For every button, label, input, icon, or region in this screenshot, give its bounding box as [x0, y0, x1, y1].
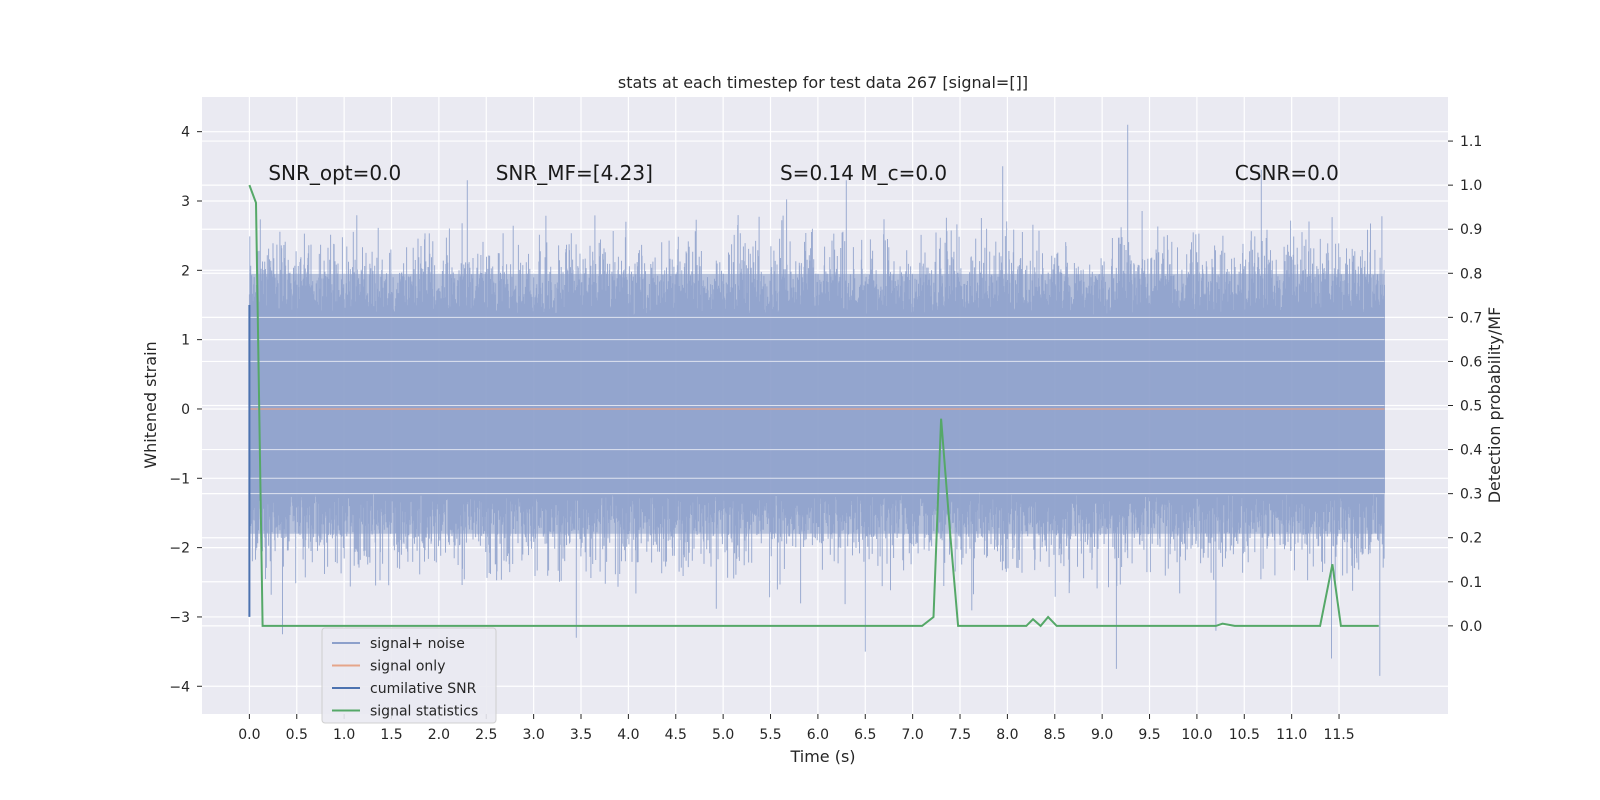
x-tick-label: 1.0 [333, 727, 355, 743]
y-left-tick-label: 2 [181, 263, 190, 279]
annotation-csnr: CSNR=0.0 [1235, 161, 1339, 185]
x-tick-label: 9.0 [1091, 727, 1113, 743]
legend: signal+ noise signal only cumilative SNR si… [321, 627, 497, 724]
x-tick-label: 6.0 [807, 727, 829, 743]
annotation-snr-opt: SNR_opt=0.0 [268, 161, 401, 185]
x-axis-label: Time (s) [789, 747, 855, 766]
chart-title: stats at each timestep for test data 267… [618, 73, 1028, 92]
y-left-tick-label: −1 [169, 471, 190, 487]
x-tick-label: 11.0 [1276, 727, 1307, 743]
x-tick-label: 5.5 [759, 727, 781, 743]
annotation-s-mc: S=0.14 M_c=0.0 [780, 161, 947, 185]
x-tick-label: 4.5 [665, 727, 687, 743]
x-tick-label: 11.5 [1323, 727, 1354, 743]
y-right-tick-label: 0.7 [1460, 310, 1482, 326]
annotation-snr-mf: SNR_MF=[4.23] [496, 161, 653, 185]
y-left-tick-label: 4 [181, 125, 190, 141]
series-signal-statistics [248, 184, 1379, 628]
x-tick-label: 9.5 [1138, 727, 1160, 743]
y-right-tick-label: 0.2 [1460, 531, 1482, 547]
x-tick-label: 7.5 [949, 727, 971, 743]
y-right-tick-label: 0.6 [1460, 354, 1482, 370]
y-right-tick-label: 0.9 [1460, 222, 1482, 238]
y-right-tick-label: 0.8 [1460, 266, 1482, 282]
x-tick-label: 6.5 [854, 727, 876, 743]
legend-entry: signal only [370, 659, 445, 675]
y-left-tick-label: 3 [181, 194, 190, 210]
y-right-tick-label: 0.5 [1460, 399, 1482, 415]
y-right-tick-label: 0.3 [1460, 487, 1482, 503]
x-tick-label: 10.5 [1229, 727, 1260, 743]
legend-entry: signal statistics [370, 704, 478, 720]
x-tick-label: 0.5 [286, 727, 308, 743]
x-tick-label: 5.0 [712, 727, 734, 743]
y-right-tick-label: 1.0 [1460, 178, 1482, 194]
x-tick-label: 3.5 [570, 727, 592, 743]
y-axis-left-label: Whitened strain [141, 341, 160, 468]
x-tick-label: 3.0 [523, 727, 545, 743]
x-tick-label: 2.5 [475, 727, 497, 743]
legend-box [321, 627, 497, 724]
x-tick-label: 4.0 [617, 727, 639, 743]
x-tick-label: 0.0 [238, 727, 260, 743]
x-tick-label: 10.0 [1181, 727, 1212, 743]
y-left-tick-label: −2 [169, 541, 190, 557]
legend-entry: cumilative SNR [370, 681, 477, 697]
y-left-tick-label: −3 [169, 610, 190, 626]
y-right-tick-label: 1.1 [1460, 134, 1482, 150]
y-left-tick-label: 0 [181, 402, 190, 418]
x-tick-label: 8.5 [1044, 727, 1066, 743]
y-right-tick-label: 0.4 [1460, 443, 1482, 459]
legend-entry: signal+ noise [370, 636, 465, 652]
x-tick-label: 2.0 [428, 727, 450, 743]
x-tick-label: 8.0 [996, 727, 1018, 743]
x-tick-label: 7.0 [902, 727, 924, 743]
y-left-tick-label: 1 [181, 333, 190, 349]
y-axis-right-label: Detection probability/MF [1485, 307, 1504, 504]
series-signal-plus-noise [248, 124, 1385, 676]
y-right-tick-label: 0.1 [1460, 575, 1482, 591]
x-tick-label: 1.5 [380, 727, 402, 743]
y-right-tick-label: 0.0 [1460, 619, 1482, 635]
y-left-tick-label: −4 [169, 679, 190, 695]
